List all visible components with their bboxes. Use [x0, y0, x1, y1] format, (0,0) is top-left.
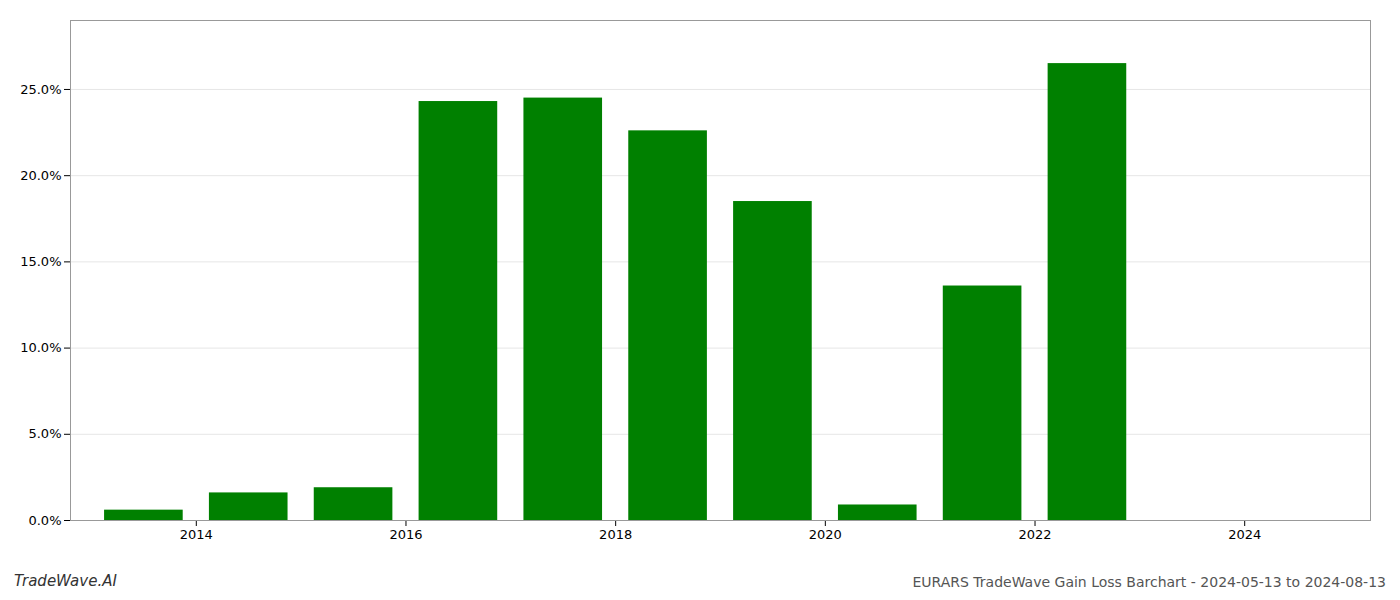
svg-text:20.0%: 20.0% — [20, 168, 61, 183]
svg-text:2016: 2016 — [389, 527, 422, 542]
svg-text:2020: 2020 — [809, 527, 842, 542]
html-text:EURARS TradeWave Gain Loss Bar: EURARS TradeWave Gain Loss Barchart - 20… — [912, 574, 1386, 590]
svg-text:2022: 2022 — [1018, 527, 1051, 542]
svg-text:5.0%: 5.0% — [28, 426, 61, 441]
svg-text:2014: 2014 — [180, 527, 213, 542]
svg-text:0.0%: 0.0% — [28, 513, 61, 528]
svg-text:15.0%: 15.0% — [20, 254, 61, 269]
svg-text:2018: 2018 — [599, 527, 632, 542]
html-text:TradeWave.AI: TradeWave.AI — [14, 572, 117, 590]
svg-text:2024: 2024 — [1228, 527, 1261, 542]
svg-text:10.0%: 10.0% — [20, 340, 61, 355]
svg-text:25.0%: 25.0% — [20, 82, 61, 97]
